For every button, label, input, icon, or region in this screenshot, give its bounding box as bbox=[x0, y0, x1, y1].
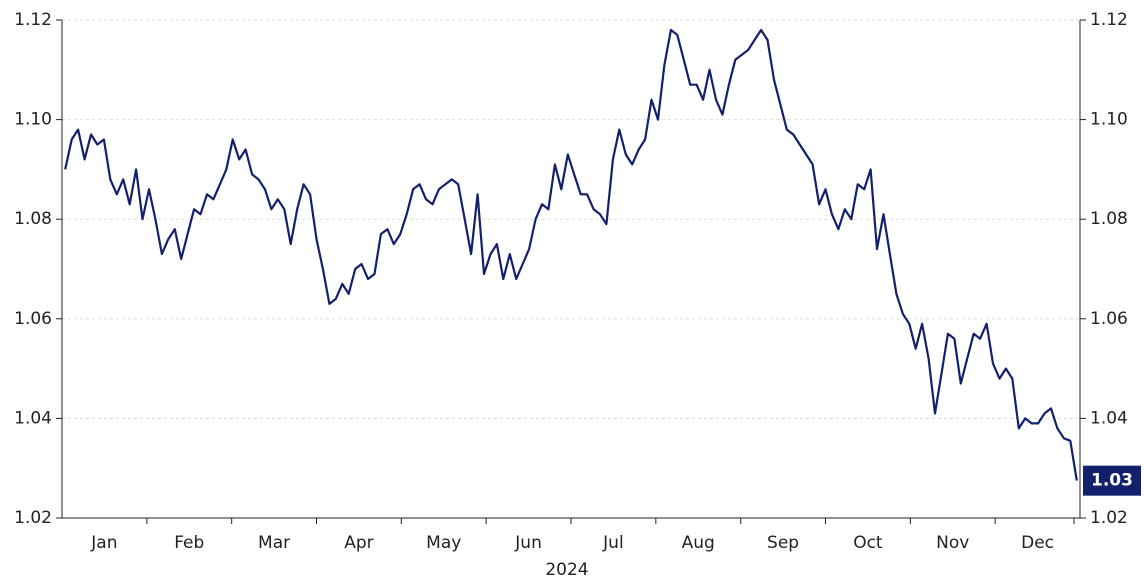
y2-tick-label: 1.06 bbox=[1090, 309, 1128, 329]
x-tick-label: Oct bbox=[853, 533, 883, 553]
value-label: 1.03 bbox=[1091, 471, 1133, 491]
y-tick-label: 1.02 bbox=[14, 508, 52, 528]
x-tick-label: Jan bbox=[90, 533, 117, 553]
x-tick-label: Jun bbox=[514, 533, 542, 553]
y2-tick-label: 1.08 bbox=[1090, 209, 1128, 229]
x-tick-label: Feb bbox=[174, 533, 204, 553]
y-tick-label: 1.06 bbox=[14, 309, 52, 329]
x-tick-label: Dec bbox=[1021, 533, 1054, 553]
x-tick-label: May bbox=[426, 533, 461, 553]
y2-tick-label: 1.04 bbox=[1090, 408, 1128, 428]
x-tick-label: Mar bbox=[258, 533, 290, 553]
y2-tick-label: 1.12 bbox=[1090, 10, 1128, 30]
y-tick-label: 1.10 bbox=[14, 110, 52, 130]
y2-tick-label: 1.02 bbox=[1090, 508, 1128, 528]
line bbox=[64, 28, 1078, 481]
x-tick-label: Jul bbox=[602, 533, 624, 553]
x-tick-label: Sep bbox=[767, 533, 799, 553]
x-tick-label: Apr bbox=[344, 533, 373, 553]
value-label-box bbox=[1083, 465, 1141, 496]
x-tick-label: Aug bbox=[682, 533, 715, 553]
y-tick-label: 1.08 bbox=[14, 209, 52, 229]
x-axis-label: 2024 bbox=[545, 560, 588, 580]
y2-tick-label: 1.10 bbox=[1090, 110, 1128, 130]
y-tick-label: 1.04 bbox=[14, 408, 52, 428]
y-tick-label: 1.12 bbox=[14, 10, 52, 30]
x-tick-label: Nov bbox=[936, 533, 969, 553]
